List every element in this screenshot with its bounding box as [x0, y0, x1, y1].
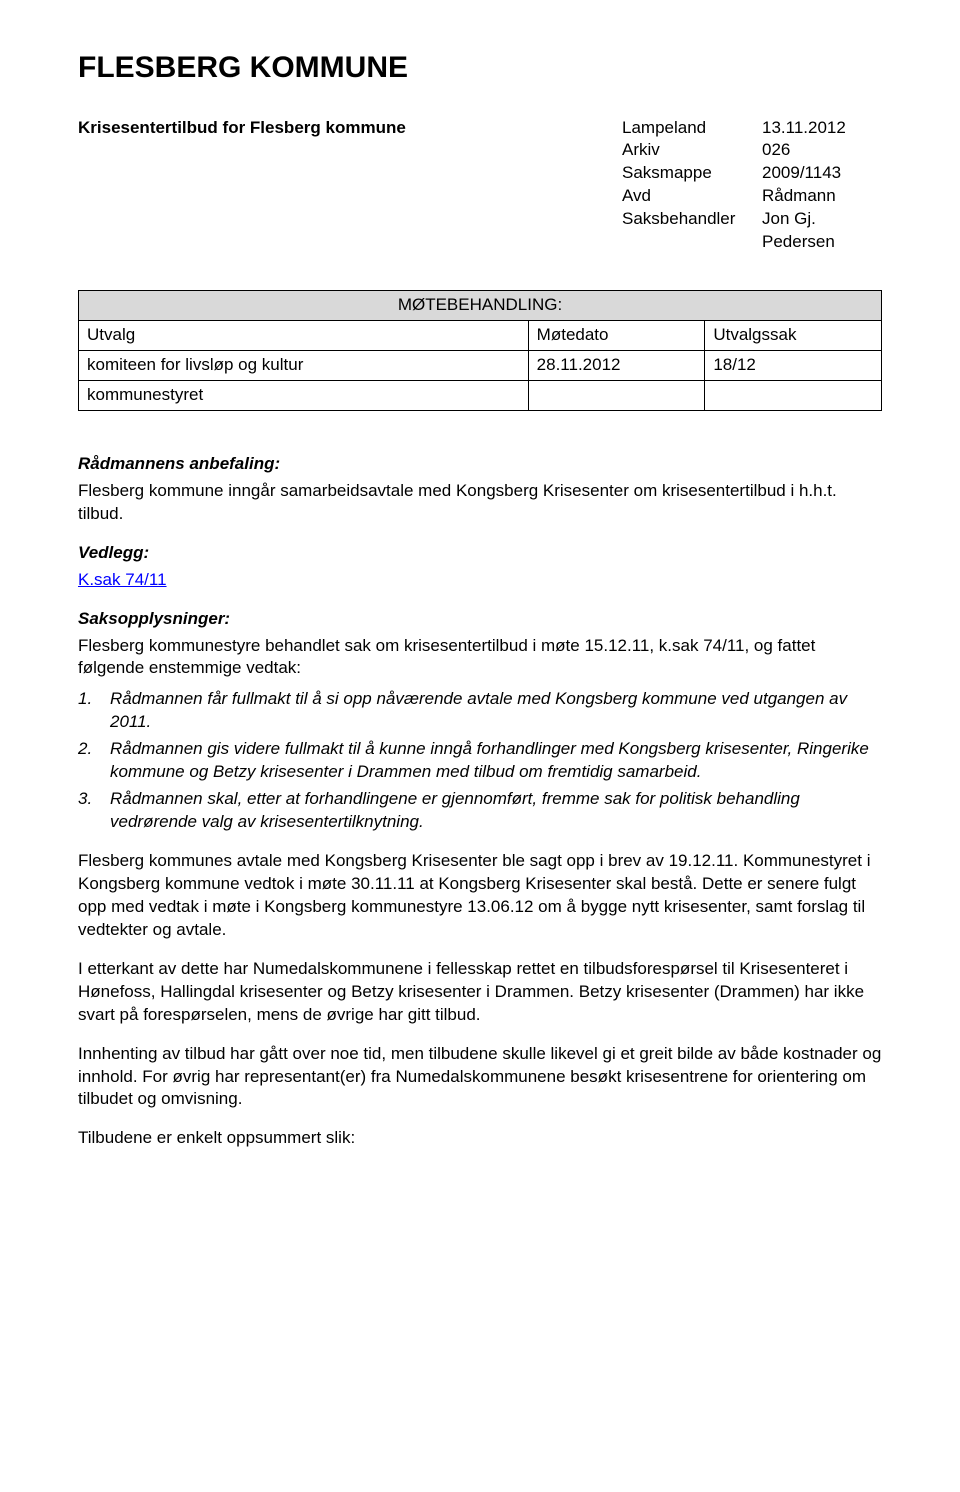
saksopplysninger-section: Saksopplysninger: Flesberg kommunestyre … — [78, 608, 882, 942]
vedlegg-heading: Vedlegg: — [78, 543, 149, 562]
list-item: 3.Rådmannen skal, etter at forhandlingen… — [110, 788, 882, 834]
meeting-table-header: MØTEBEHANDLING: — [79, 291, 882, 321]
document-page: FLESBERG KOMMUNE Krisesentertilbud for F… — [0, 0, 960, 1492]
header-row: Krisesentertilbud for Flesberg kommune L… — [78, 117, 882, 255]
meta-row: Saksbehandler Jon Gj. Pedersen — [622, 208, 882, 254]
cell-dato — [528, 380, 705, 410]
document-title: FLESBERG KOMMUNE — [78, 48, 882, 89]
body-paragraph: I etterkant av dette har Numedalskommune… — [78, 958, 882, 1027]
body-paragraph: Innhenting av tilbud har gått over noe t… — [78, 1043, 882, 1112]
meta-row: Arkiv 026 — [622, 139, 882, 162]
vedtak-list: 1.Rådmannen får fullmakt til å si opp nå… — [78, 688, 882, 834]
meta-row: Saksmappe 2009/1143 — [622, 162, 882, 185]
cell-sak — [705, 380, 882, 410]
meta-value: 13.11.2012 — [762, 117, 882, 140]
table-row: komiteen for livsløp og kultur 28.11.201… — [79, 351, 882, 381]
col-dato: Møtedato — [528, 321, 705, 351]
meta-label: Lampeland — [622, 117, 762, 140]
col-sak: Utvalgssak — [705, 321, 882, 351]
saksoppl-intro: Flesberg kommunestyre behandlet sak om k… — [78, 635, 882, 681]
meta-label: Avd — [622, 185, 762, 208]
meeting-table: MØTEBEHANDLING: Utvalg Møtedato Utvalgss… — [78, 290, 882, 411]
table-row: kommunestyret — [79, 380, 882, 410]
meta-row: Lampeland 13.11.2012 — [622, 117, 882, 140]
anbefaling-section: Rådmannens anbefaling: Flesberg kommune … — [78, 453, 882, 526]
list-item-text: Rådmannen skal, etter at forhandlingene … — [110, 789, 800, 831]
vedlegg-link[interactable]: K.sak 74/11 — [78, 570, 167, 589]
cell-utvalg: komiteen for livsløp og kultur — [79, 351, 529, 381]
meta-label: Arkiv — [622, 139, 762, 162]
col-utvalg: Utvalg — [79, 321, 529, 351]
anbefaling-heading: Rådmannens anbefaling: — [78, 454, 280, 473]
meta-value: 2009/1143 — [762, 162, 882, 185]
anbefaling-text: Flesberg kommune inngår samarbeidsavtale… — [78, 480, 882, 526]
meta-label: Saksbehandler — [622, 208, 762, 254]
meta-value: Jon Gj. Pedersen — [762, 208, 882, 254]
case-subject: Krisesentertilbud for Flesberg kommune — [78, 117, 406, 140]
saksoppl-after: Flesberg kommunes avtale med Kongsberg K… — [78, 850, 882, 942]
cell-sak: 18/12 — [705, 351, 882, 381]
meta-table: Lampeland 13.11.2012 Arkiv 026 Saksmappe… — [622, 117, 882, 255]
list-item: 2.Rådmannen gis videre fullmakt til å ku… — [110, 738, 882, 784]
meta-value: 026 — [762, 139, 882, 162]
cell-dato: 28.11.2012 — [528, 351, 705, 381]
meta-row: Avd Rådmann — [622, 185, 882, 208]
meta-value: Rådmann — [762, 185, 882, 208]
body-paragraph: Tilbudene er enkelt oppsummert slik: — [78, 1127, 882, 1150]
list-item-text: Rådmannen får fullmakt til å si opp nåvæ… — [110, 689, 847, 731]
saksoppl-heading: Saksopplysninger: — [78, 609, 230, 628]
list-item: 1.Rådmannen får fullmakt til å si opp nå… — [110, 688, 882, 734]
cell-utvalg: kommunestyret — [79, 380, 529, 410]
meta-label: Saksmappe — [622, 162, 762, 185]
list-item-text: Rådmannen gis videre fullmakt til å kunn… — [110, 739, 869, 781]
vedlegg-section: Vedlegg: K.sak 74/11 — [78, 542, 882, 592]
